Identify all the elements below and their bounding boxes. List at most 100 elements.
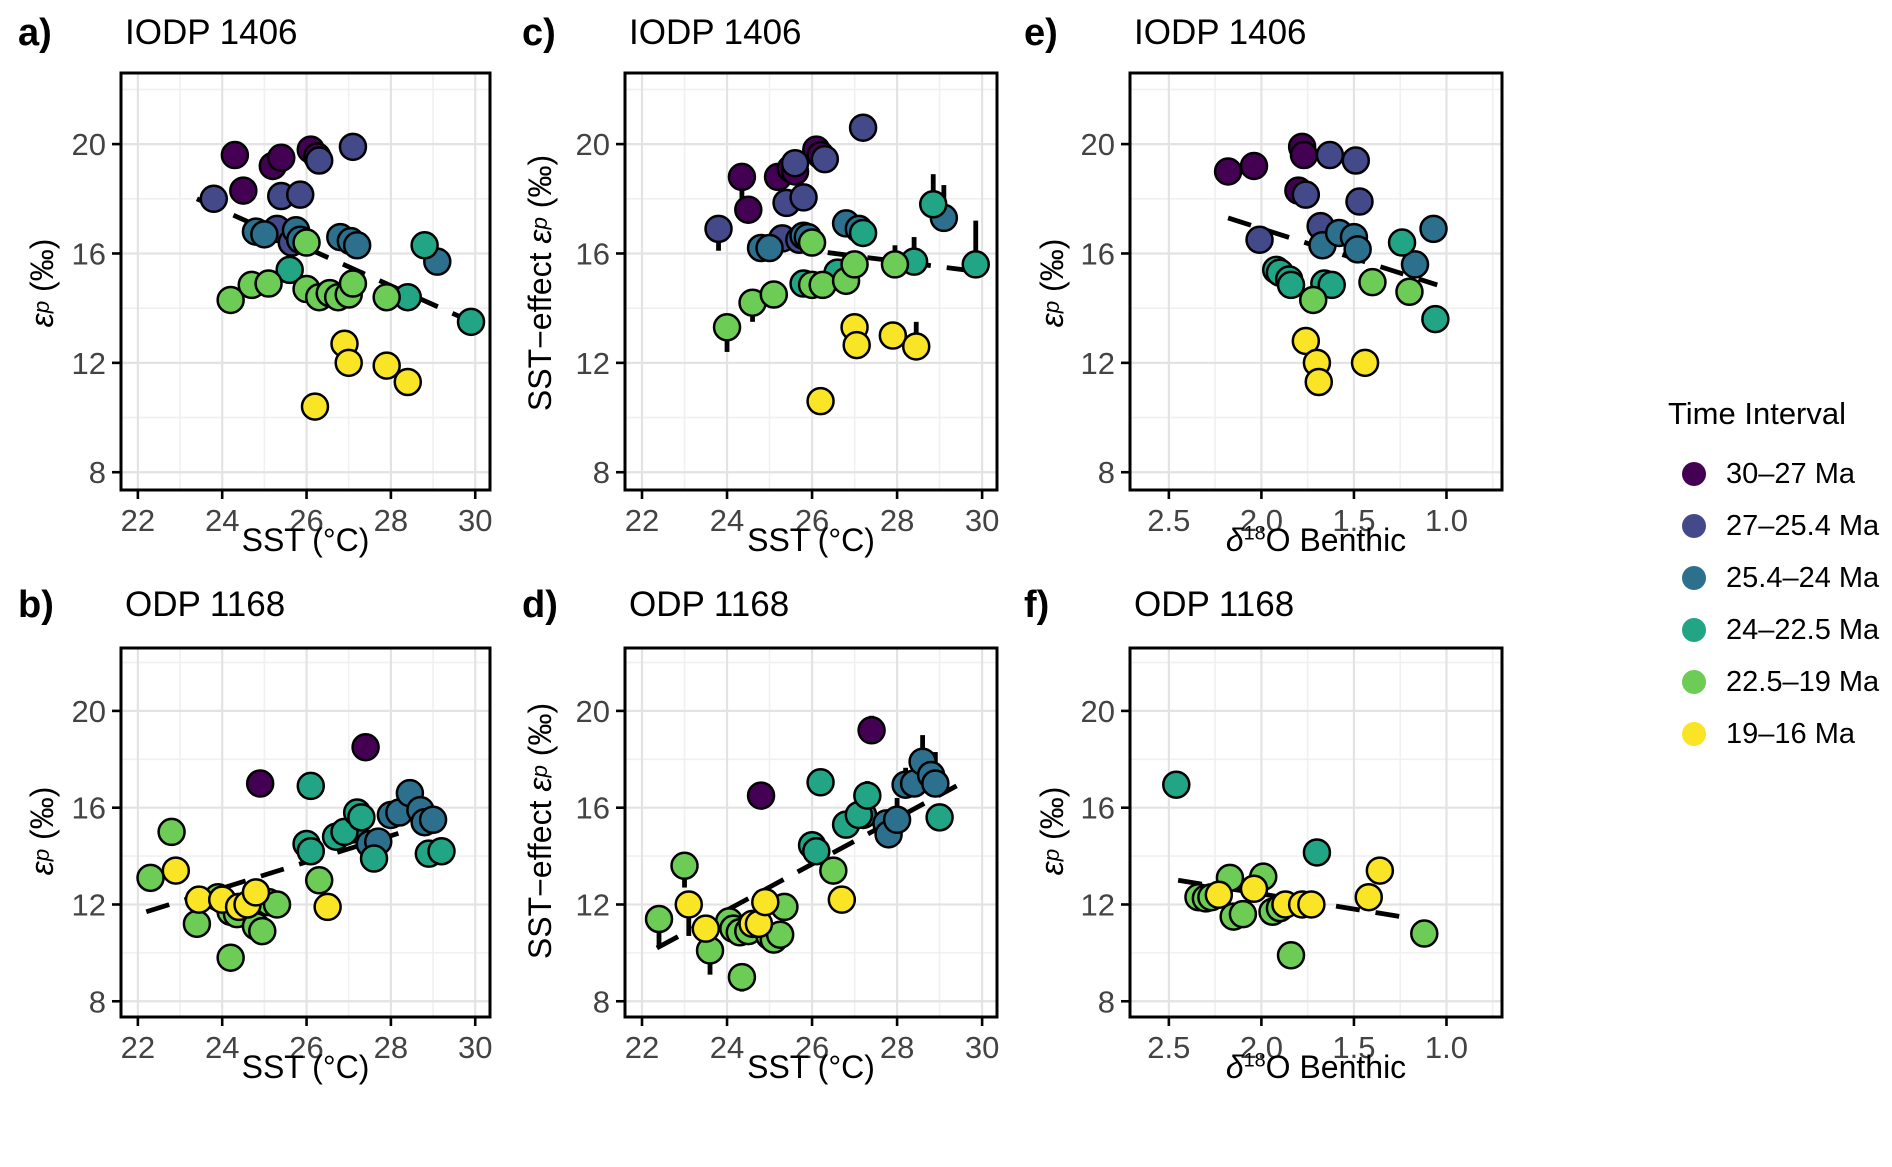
data-point xyxy=(857,716,886,745)
x-tick-label: 1.5 xyxy=(1332,503,1375,538)
data-point xyxy=(136,863,165,893)
legend: Time Interval 30–27 Ma 27–25.4 Ma 25.4–24 … xyxy=(1660,396,1892,760)
y-tick-label: 8 xyxy=(1098,455,1115,490)
data-point xyxy=(338,132,368,162)
data-point xyxy=(427,837,456,866)
data-point xyxy=(1239,151,1269,181)
x-tick-label: 30 xyxy=(458,503,492,538)
data-point xyxy=(199,184,229,214)
data-point xyxy=(275,255,304,285)
data-point xyxy=(410,231,439,260)
sst-effect-prefix: SST−effect xyxy=(521,243,558,412)
data-point xyxy=(644,904,674,934)
permille-unit: (‰) xyxy=(23,786,60,849)
data-point xyxy=(1343,235,1372,264)
legend-item-label: 30–27 Ma xyxy=(1726,457,1855,490)
data-point xyxy=(848,113,878,142)
panel-c-title: IODP 1406 xyxy=(629,13,802,52)
data-point xyxy=(878,321,908,350)
x-tick-label: 24 xyxy=(205,1030,239,1065)
x-tick-label: 30 xyxy=(965,1030,999,1065)
data-point xyxy=(304,866,334,895)
panel-e-x-axis-label: δ18O Benthic xyxy=(1130,522,1502,559)
data-point xyxy=(1297,890,1326,919)
panel-b-letter: b) xyxy=(18,584,54,626)
epsilon-subscript: p xyxy=(527,765,552,778)
x-tick-label: 28 xyxy=(374,1030,408,1065)
panel-b-title: ODP 1168 xyxy=(125,585,286,624)
epsilon-symbol: ε xyxy=(1033,313,1070,328)
data-point xyxy=(1345,187,1374,216)
permille-unit: (‰) xyxy=(521,702,558,766)
panel-a-x-axis-label: SST (°C) xyxy=(241,522,370,558)
data-point xyxy=(292,228,321,257)
data-point xyxy=(1302,838,1332,867)
data-point xyxy=(797,228,827,257)
panel-border xyxy=(1128,646,1504,1019)
legend-swatch-icon xyxy=(1682,618,1706,642)
x-tick-label: 30 xyxy=(965,503,999,538)
benthic-label-text: O Benthic xyxy=(1265,522,1407,558)
data-point xyxy=(1289,140,1319,170)
data-point xyxy=(1245,225,1274,255)
y-tick-label: 12 xyxy=(576,346,610,381)
epsilon-symbol: ε xyxy=(521,229,558,244)
data-point xyxy=(262,890,292,919)
data-point xyxy=(810,144,840,174)
panel-e-title: IODP 1406 xyxy=(1134,13,1307,52)
x-tick-label: 24 xyxy=(710,1030,744,1065)
y-tick-label: 20 xyxy=(72,694,106,729)
data-point xyxy=(1400,250,1430,279)
data-point xyxy=(157,817,186,847)
x-tick-label: 22 xyxy=(625,503,659,538)
x-tick-label: 1.5 xyxy=(1332,1030,1375,1065)
data-point xyxy=(285,180,315,209)
y-tick-label: 20 xyxy=(1081,127,1115,162)
data-point xyxy=(216,285,245,315)
x-tick-label: 22 xyxy=(625,1030,659,1065)
data-point xyxy=(334,348,363,378)
data-point xyxy=(1395,277,1424,307)
legend-swatch-icon xyxy=(1682,462,1706,486)
data-point xyxy=(296,771,326,801)
x-tick-label: 2.5 xyxy=(1147,1030,1190,1065)
data-point xyxy=(216,943,245,972)
y-tick-label: 20 xyxy=(1081,694,1115,729)
legend-item-label: 27–25.4 Ma xyxy=(1726,509,1880,542)
data-point xyxy=(1410,919,1439,948)
legend-swatch-icon xyxy=(1682,514,1706,538)
x-tick-label: 2.0 xyxy=(1240,1030,1283,1065)
legend-item: 27–25.4 Ma xyxy=(1660,500,1892,552)
x-tick-label: 28 xyxy=(880,503,914,538)
x-tick-label: 1.0 xyxy=(1425,1030,1468,1065)
permille-unit: (‰) xyxy=(1033,238,1070,301)
data-point xyxy=(1304,367,1334,397)
y-tick-label: 8 xyxy=(1098,984,1115,1019)
data-point xyxy=(727,162,757,192)
data-point xyxy=(182,909,212,939)
sst-effect-prefix: SST−effect xyxy=(521,791,558,960)
data-point xyxy=(1419,214,1448,244)
data-point xyxy=(1365,856,1395,885)
data-point xyxy=(248,916,277,946)
epsilon-subscript: p xyxy=(29,848,54,862)
data-point xyxy=(1239,874,1269,904)
data-point xyxy=(372,351,401,380)
data-point xyxy=(241,878,271,907)
data-point xyxy=(1341,146,1371,175)
data-point xyxy=(351,732,380,762)
data-point xyxy=(755,233,784,263)
data-point xyxy=(1317,270,1346,300)
epsilon-subscript: p xyxy=(1039,300,1064,314)
data-point xyxy=(1354,882,1383,912)
data-point xyxy=(1213,157,1243,186)
data-point xyxy=(674,890,704,919)
legend-swatch-icon xyxy=(1682,566,1706,590)
panel-d-x-axis-label: SST (°C) xyxy=(747,1049,875,1085)
data-point xyxy=(359,844,389,873)
data-point xyxy=(819,856,848,885)
x-tick-label: 26 xyxy=(289,1030,323,1065)
